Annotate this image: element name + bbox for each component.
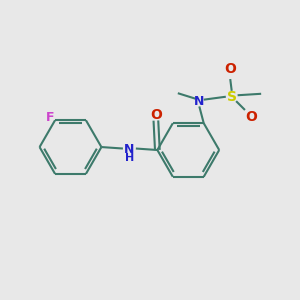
Text: N: N bbox=[194, 94, 205, 108]
Text: F: F bbox=[46, 111, 54, 124]
Text: O: O bbox=[224, 62, 236, 76]
Text: H: H bbox=[125, 153, 134, 163]
Text: S: S bbox=[227, 90, 237, 104]
Text: N: N bbox=[124, 143, 135, 157]
Text: O: O bbox=[245, 110, 257, 124]
Text: O: O bbox=[150, 108, 162, 122]
